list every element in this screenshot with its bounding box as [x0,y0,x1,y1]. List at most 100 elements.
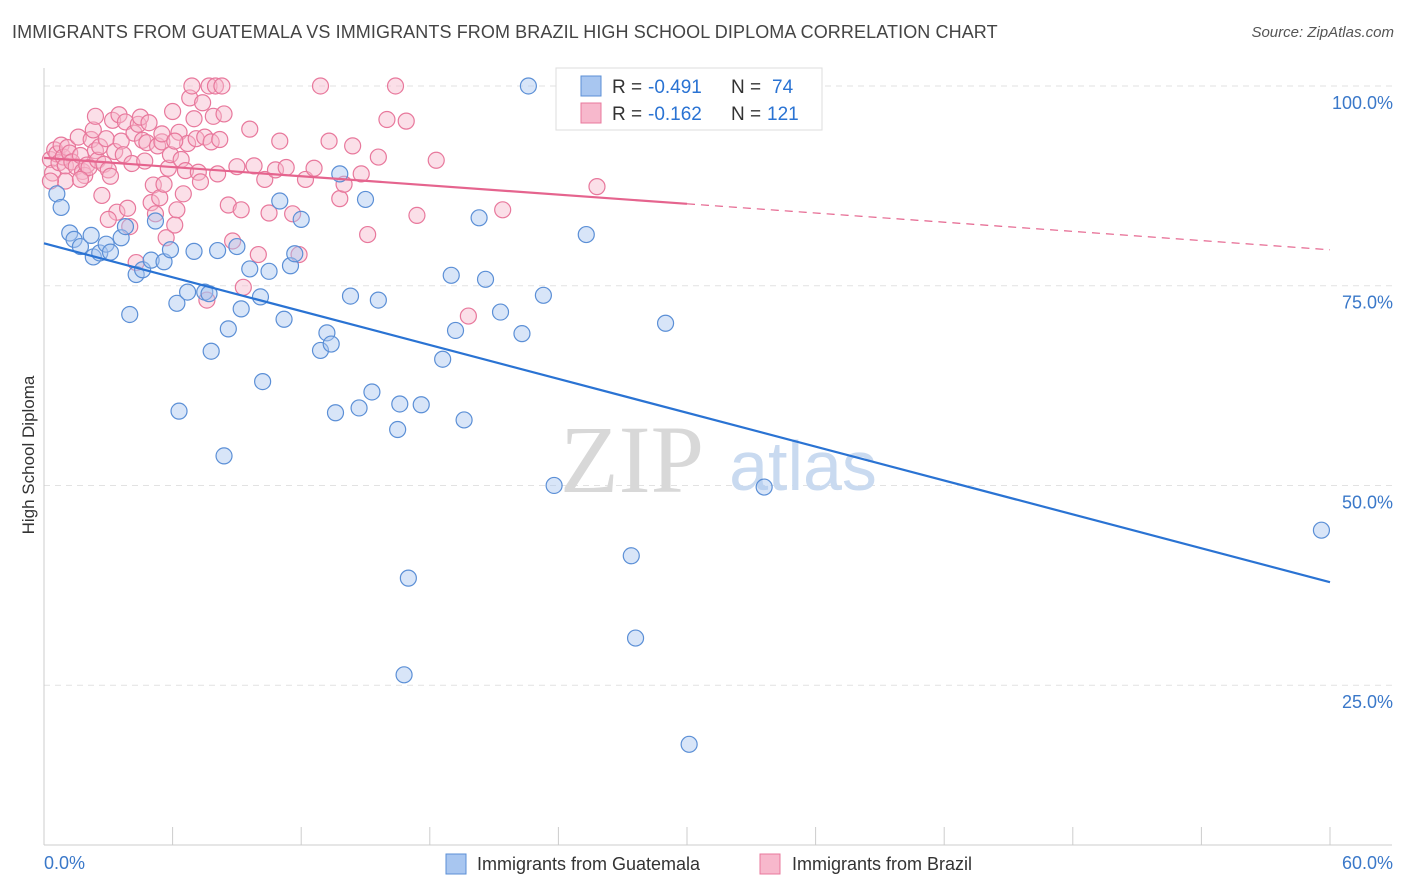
data-point [183,77,201,95]
data-point [71,237,90,256]
y-tick-labels: 25.0% 50.0% 75.0% 100.0% [1332,93,1393,712]
data-point [142,251,160,269]
data-point [369,148,387,166]
legend-swatch-guatemala [445,853,467,875]
watermark-atlas: atlas [729,427,877,505]
data-point [326,404,345,422]
data-point [322,335,340,353]
data-point [577,225,595,244]
data-point [71,170,90,189]
data-point [397,112,415,130]
data-point [140,114,158,132]
data-point [136,152,154,170]
data-point [146,212,165,230]
legend-swatch-brazil [759,853,781,875]
data-point [271,192,289,210]
data-point [232,300,250,318]
trend-line-dashed [686,203,1331,251]
data-point [56,172,75,190]
data-point [209,241,227,260]
data-point [427,151,445,169]
stats-legend: R = -0.491 N = 74 R = -0.162 N = 121 [555,67,823,131]
data-point [215,447,233,465]
data-point [389,420,407,439]
data-point [200,77,218,95]
stats-swatch-blue [580,75,602,97]
data-point [200,285,218,303]
data-point [142,194,160,212]
stats-n-value-1: 74 [772,77,794,98]
y-tick-label: 25.0% [1342,692,1393,712]
stats-n-value-2: 121 [767,104,799,125]
data-point [284,205,302,223]
data-point [356,190,375,209]
stats-swatch-pink [580,102,602,124]
data-point [755,478,773,496]
data-point [491,303,510,321]
x-tick-labels: 0.0% 60.0% [44,853,1393,873]
stats-n-label-1: N = [731,77,761,98]
data-point [151,189,169,207]
data-point [369,291,387,309]
data-point [164,102,182,121]
data-point [97,235,115,253]
data-point [202,342,220,360]
data-point [215,105,233,123]
legend-label-brazil: Immigrants from Brazil [792,854,972,874]
stats-r-value-1: -0.491 [648,77,702,98]
data-point [408,206,426,225]
y-tick-label: 75.0% [1342,293,1393,313]
data-point [185,242,203,260]
data-point [305,159,323,177]
data-point [534,286,552,304]
data-point [442,266,460,284]
brazil-points [41,77,606,325]
data-point [241,260,259,278]
data-point [48,185,66,203]
data-point [311,341,330,360]
data-point [271,132,289,150]
data-point [260,204,278,222]
data-point [318,324,336,342]
data-point [170,402,188,420]
data-point [121,305,139,324]
data-point [174,185,192,203]
stats-r-value-2: -0.162 [648,104,702,125]
legend-label-guatemala: Immigrants from Guatemala [477,854,701,874]
data-point [228,237,246,256]
series-legend: Immigrants from Guatemala Immigrants fro… [445,853,972,875]
stats-r-label-1: R = [612,77,642,98]
data-point [194,94,212,112]
chart-title: IMMIGRANTS FROM GUATEMALA VS IMMIGRANTS … [12,22,998,42]
data-point [65,230,83,248]
data-point [412,396,430,414]
data-point [179,134,197,153]
data-point [344,137,362,155]
data-point [86,107,105,125]
data-point [161,241,180,259]
data-point [206,77,225,95]
x-tick-label: 60.0% [1342,853,1393,873]
data-point [241,120,259,138]
data-point [395,666,413,684]
data-point [84,121,102,139]
data-point [378,110,396,129]
data-point [179,283,197,301]
data-point [363,383,381,401]
data-point [153,125,171,143]
data-point [131,108,150,126]
data-point [112,132,130,150]
trend-line-solid [43,156,688,205]
data-point [254,372,272,391]
axes [43,68,1392,846]
data-point [434,350,452,368]
data-point [455,411,473,429]
data-point [260,262,278,280]
data-point [386,77,405,95]
data-point [118,199,137,217]
data-point [69,128,87,146]
data-point [108,203,126,221]
data-point [626,629,645,647]
source-credit: Source: ZipAtlas.com [1251,24,1394,41]
